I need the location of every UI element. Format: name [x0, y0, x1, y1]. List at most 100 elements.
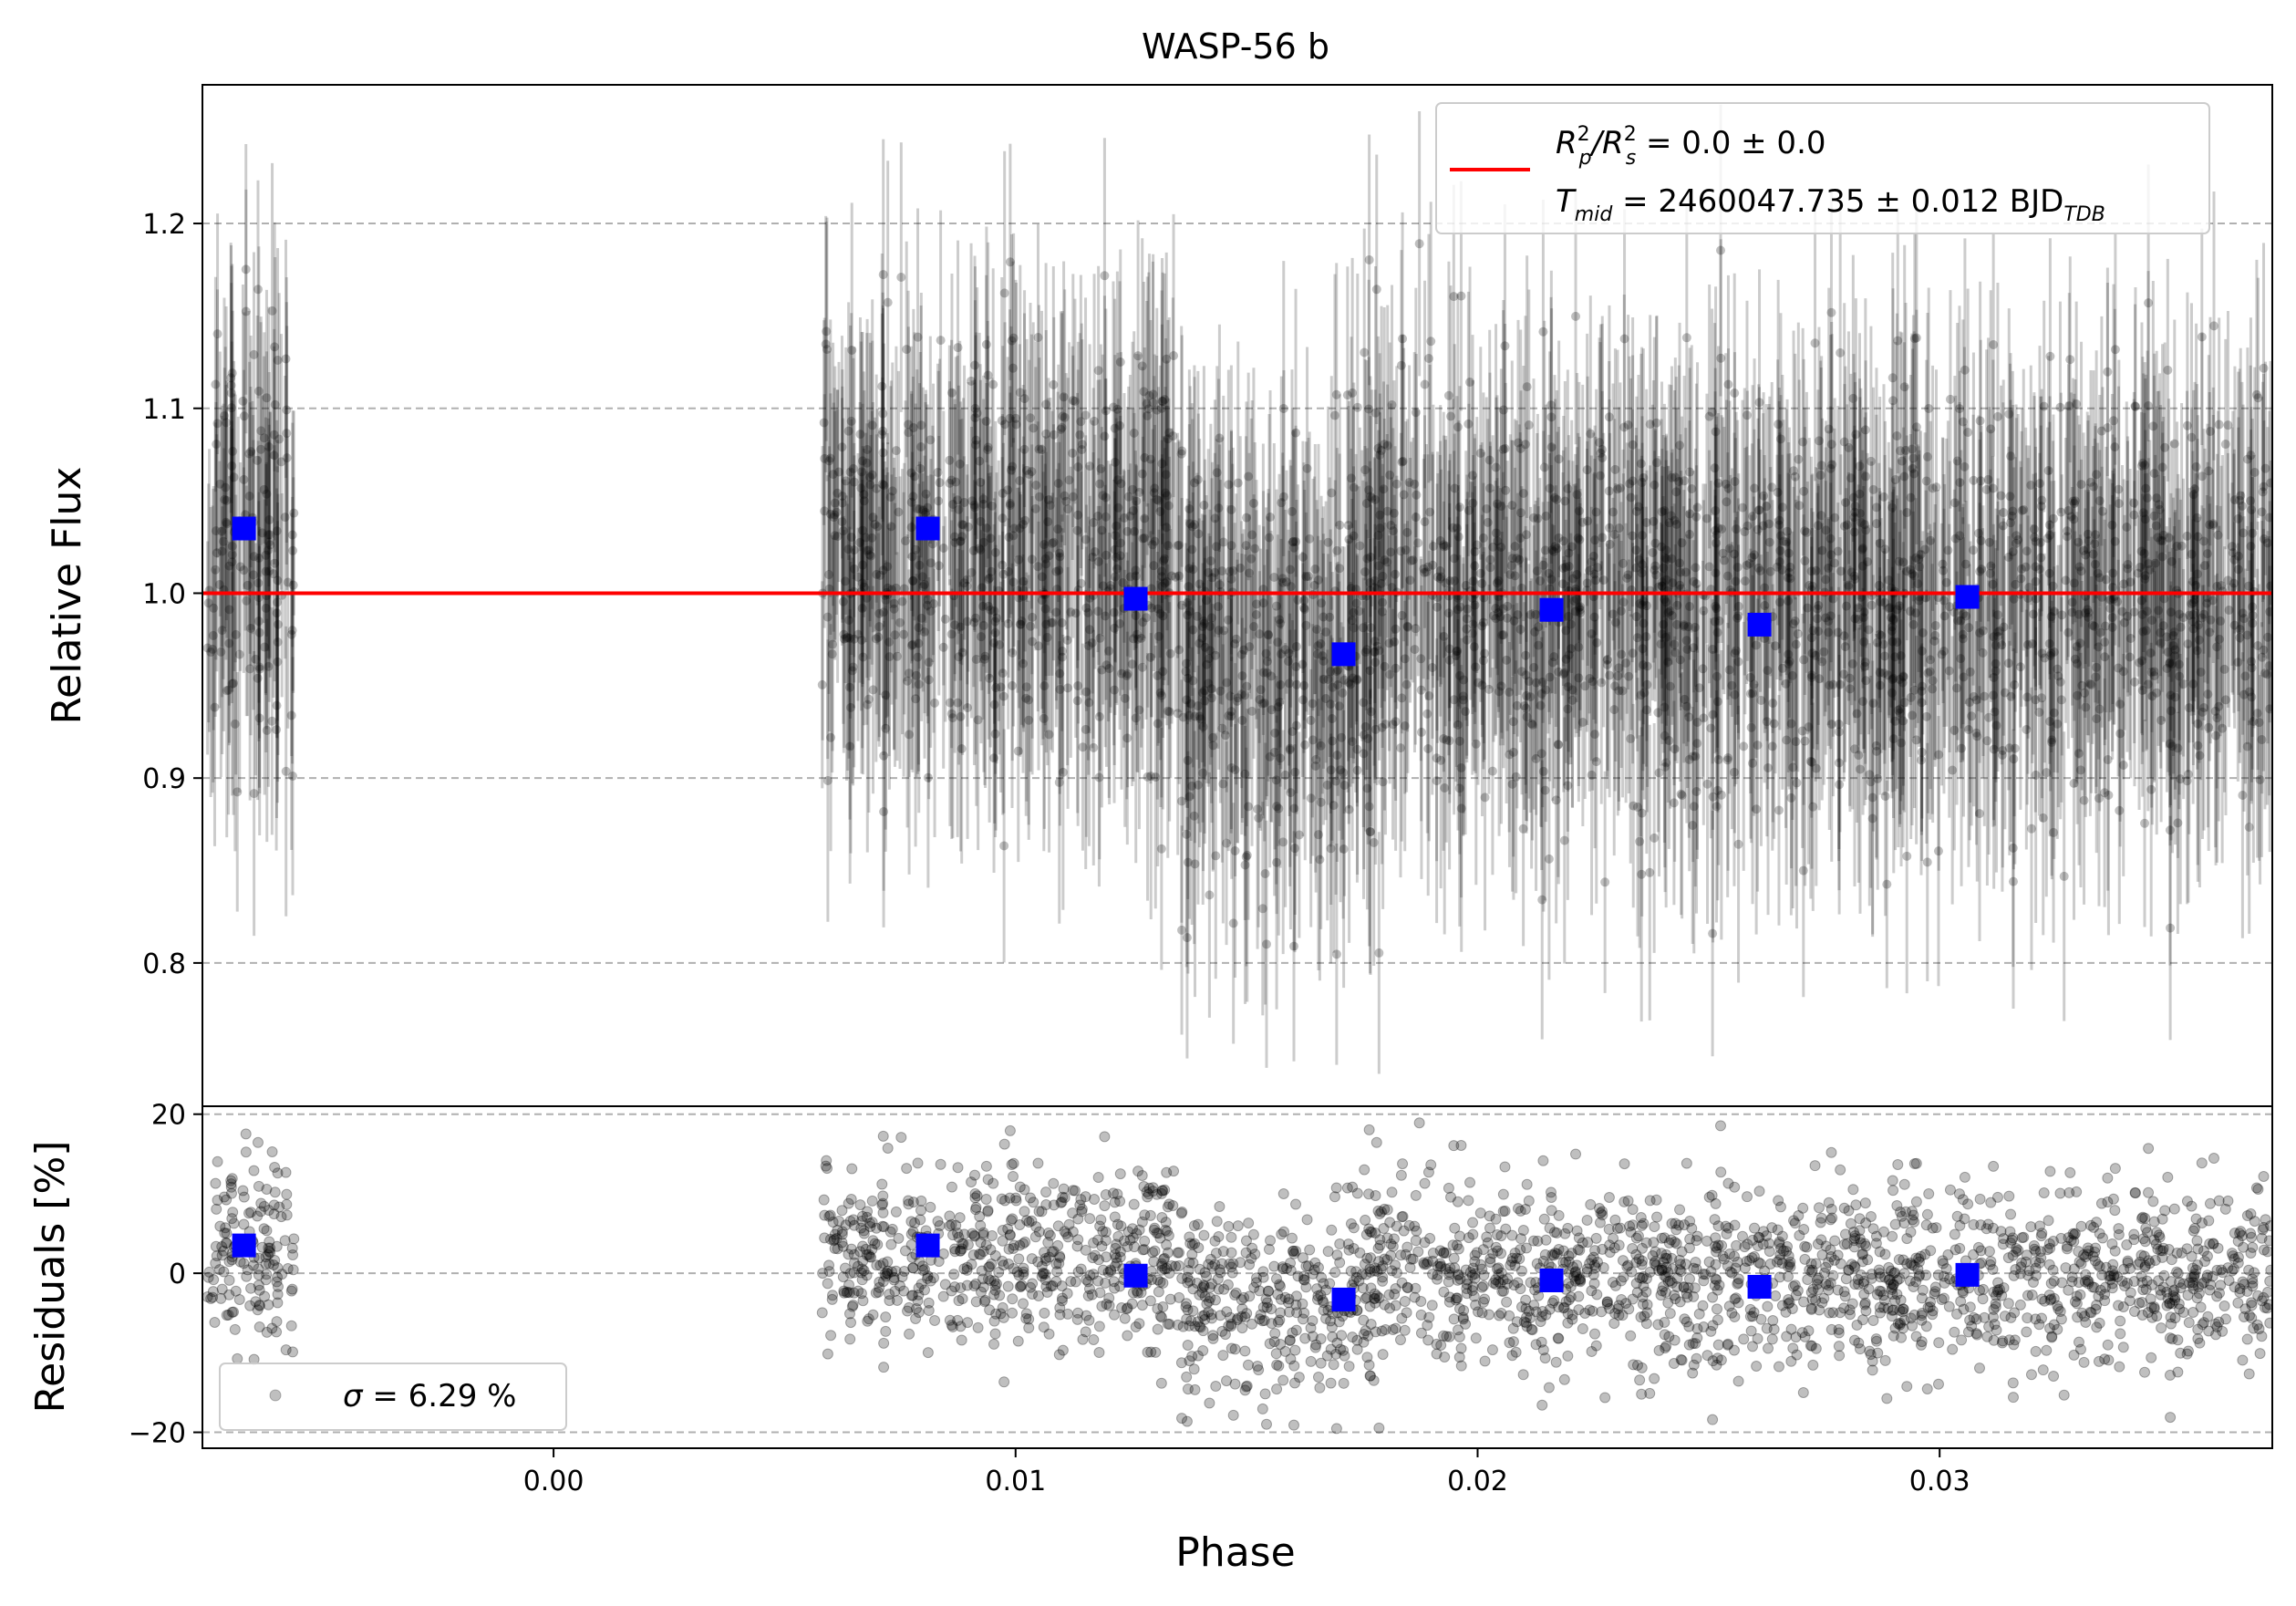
- flux-point: [1864, 625, 1874, 635]
- flux-point: [1922, 857, 1932, 867]
- flux-point: [1482, 503, 1492, 513]
- flux-point: [1257, 904, 1267, 914]
- flux-point: [1380, 661, 1390, 671]
- flux-point: [1899, 471, 1909, 482]
- flux-point: [1518, 824, 1528, 834]
- flux-point: [1619, 334, 1629, 344]
- flux-point: [2095, 627, 2105, 637]
- flux-point: [855, 430, 865, 440]
- flux-point: [990, 616, 1000, 627]
- flux-point: [1164, 501, 1174, 511]
- flux-point: [953, 698, 963, 708]
- flux-point: [2258, 487, 2268, 497]
- flux-point: [2048, 513, 2058, 523]
- flux-point: [981, 339, 991, 349]
- flux-point: [273, 597, 283, 607]
- flux-point: [1112, 553, 1122, 563]
- flux-point: [1783, 526, 1793, 536]
- flux-point: [228, 446, 238, 456]
- flux-point: [837, 442, 847, 452]
- flux-point: [1189, 811, 1199, 821]
- flux-point: [2017, 505, 2027, 515]
- flux-point: [1863, 556, 1873, 566]
- flux-point: [1810, 338, 1820, 348]
- flux-point: [1208, 741, 1218, 751]
- flux-point: [1836, 566, 1846, 576]
- flux-point: [1782, 537, 1792, 547]
- flux-point: [1456, 762, 1466, 772]
- flux-point: [1828, 594, 1838, 604]
- flux-point: [1914, 554, 1924, 565]
- flux-point: [1378, 777, 1388, 787]
- flux-point: [998, 513, 1008, 523]
- flux-point: [2005, 492, 2015, 502]
- flux-point: [2245, 687, 2255, 697]
- flux-point: [1197, 633, 1207, 643]
- flux-point: [2192, 513, 2202, 523]
- flux-point: [1148, 398, 1158, 408]
- flux-point: [1660, 553, 1670, 563]
- flux-point: [1263, 629, 1273, 639]
- flux-point: [1959, 672, 1969, 682]
- flux-point: [1316, 638, 1326, 648]
- flux-point: [1211, 851, 1221, 861]
- flux-point: [1661, 545, 1671, 555]
- flux-point: [1632, 633, 1642, 643]
- flux-point: [2013, 535, 2023, 545]
- flux-point: [1164, 707, 1174, 717]
- flux-point: [2154, 500, 2164, 510]
- flux-point: [849, 564, 859, 574]
- flux-point: [912, 503, 922, 513]
- flux-point: [1637, 568, 1647, 578]
- flux-point: [264, 661, 274, 671]
- flux-point: [1547, 658, 1557, 668]
- flux-point: [2129, 607, 2139, 617]
- flux-point: [2208, 321, 2218, 331]
- flux-point: [1275, 618, 1285, 628]
- flux-point: [1786, 719, 1796, 729]
- flux-point: [838, 596, 848, 606]
- flux-point: [1024, 695, 1034, 705]
- flux-point: [2208, 519, 2218, 529]
- flux-point: [1469, 642, 1479, 652]
- flux-point: [2204, 722, 2214, 732]
- flux-point: [1456, 291, 1466, 301]
- flux-point: [951, 477, 961, 487]
- flux-point: [914, 638, 924, 648]
- flux-point: [1730, 389, 1740, 399]
- flux-point: [1609, 529, 1619, 539]
- flux-point: [1917, 681, 1927, 691]
- flux-point: [1784, 548, 1794, 558]
- flux-point: [996, 682, 1006, 692]
- flux-point: [1850, 575, 1860, 585]
- flux-point: [257, 528, 267, 538]
- flux-point: [1308, 699, 1318, 709]
- flux-point: [1660, 595, 1670, 605]
- flux-point: [1829, 558, 1839, 568]
- flux-point: [1969, 691, 1979, 701]
- flux-point: [1122, 671, 1132, 681]
- flux-point: [1716, 790, 1726, 800]
- flux-point: [1680, 476, 1690, 486]
- flux-point: [1160, 395, 1170, 405]
- flux-point: [972, 409, 982, 419]
- flux-point: [847, 346, 857, 356]
- flux-point: [1003, 619, 1013, 629]
- flux-point: [1006, 465, 1016, 475]
- flux-point: [1685, 509, 1695, 519]
- flux-point: [1289, 803, 1299, 813]
- flux-point: [2043, 534, 2053, 544]
- flux-point: [1173, 541, 1183, 551]
- flux-point: [1786, 793, 1796, 803]
- flux-point: [1614, 523, 1624, 534]
- flux-point: [1323, 537, 1333, 547]
- flux-point: [833, 532, 843, 542]
- flux-point: [1159, 555, 1169, 565]
- flux-point: [1183, 755, 1193, 765]
- flux-point: [957, 520, 967, 530]
- flux-point: [911, 694, 921, 704]
- flux-point: [1008, 577, 1019, 587]
- flux-point: [2053, 664, 2063, 674]
- flux-point: [1861, 525, 1871, 535]
- flux-point: [1285, 745, 1295, 755]
